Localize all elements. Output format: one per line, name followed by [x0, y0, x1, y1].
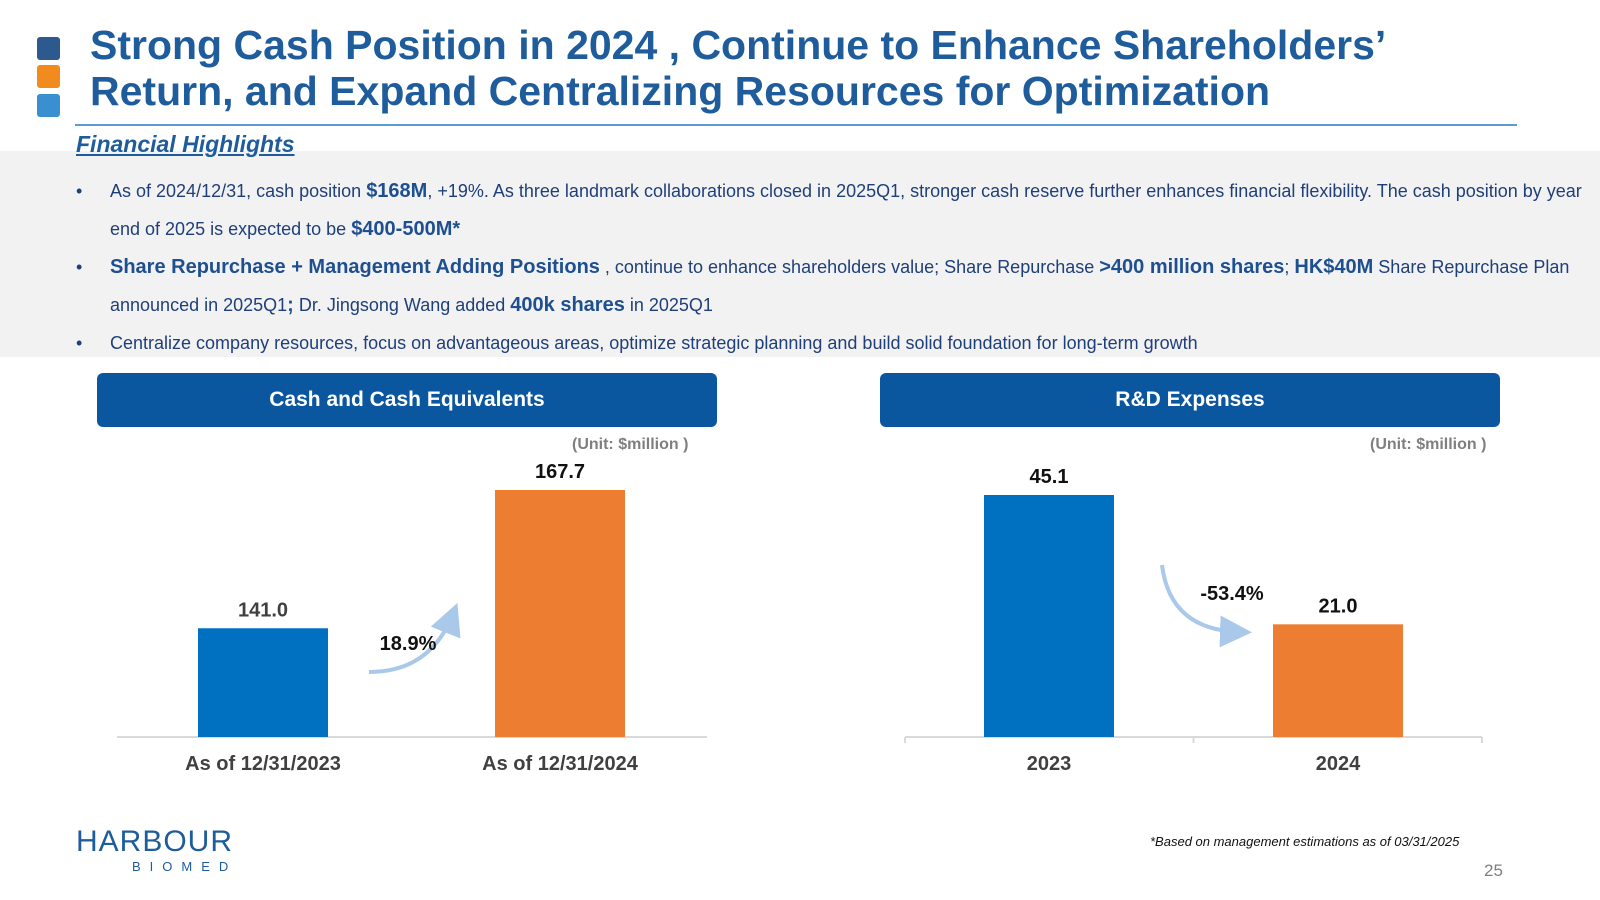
text: Share Repurchase Plan announced in 2025Q…	[110, 257, 1570, 315]
text: Centralize company resources, focus on a…	[110, 333, 1198, 353]
separator: ;	[287, 294, 294, 316]
list-item: • Share Repurchase + Management Adding P…	[76, 248, 1586, 324]
unit-label-cash: (Unit: $million )	[572, 436, 689, 453]
unit-label-rnd: (Unit: $million )	[1370, 436, 1487, 453]
chart-title-rnd: R&D Expenses	[880, 373, 1500, 427]
highlights-heading: Financial Highlights	[76, 131, 295, 157]
category-label: 2024	[1316, 753, 1361, 775]
text: , +19%. As three landmark collaborations…	[110, 181, 1582, 239]
trend-arrow	[1160, 564, 1252, 648]
chart-title-cash: Cash and Cash Equivalents	[97, 373, 717, 427]
title-square-light	[37, 94, 60, 117]
list-item: • Centralize company resources, focus on…	[76, 324, 1586, 362]
bullet-dot: •	[76, 333, 83, 353]
repurchase-amount: HK$40M	[1294, 256, 1374, 278]
footnote: *Based on management estimations as of 0…	[1150, 834, 1460, 849]
data-label: 21.0	[1319, 595, 1358, 617]
cash-position-value: $168M	[366, 180, 428, 202]
change-label: -53.4%	[1200, 583, 1264, 605]
page-number: 25	[1484, 861, 1503, 880]
company-logo: HARBOUR BIOMED	[76, 825, 238, 875]
trend-arrow	[368, 602, 461, 674]
text: As of 2024/12/31, cash position	[110, 181, 367, 201]
highlights-list: • As of 2024/12/31, cash position $168M,…	[76, 172, 1586, 362]
text: in 2025Q1	[624, 295, 713, 315]
title-square-orange	[37, 65, 60, 88]
cash-forecast-value: $400-500M*	[351, 218, 461, 240]
bar	[1273, 624, 1403, 737]
category-label: As of 12/31/2024	[482, 753, 639, 775]
text: Dr. Jingsong Wang added	[293, 295, 511, 315]
shares-added: 400k shares	[510, 294, 625, 316]
page-title-line1: Strong Cash Position in 2024 , Continue …	[90, 22, 1387, 68]
text: , continue to enhance shareholders value…	[599, 257, 1100, 277]
repurchase-heading: Share Repurchase + Management Adding Pos…	[110, 256, 600, 278]
title-divider	[75, 124, 1517, 126]
data-label: 167.7	[535, 461, 585, 483]
page-title: Strong Cash Position in 2024 , Continue …	[90, 22, 1530, 114]
page-title-line2: Return, and Expand Centralizing Resource…	[90, 68, 1271, 114]
category-label: 2023	[1027, 753, 1072, 775]
bullet-dot: •	[76, 257, 83, 277]
bar	[198, 628, 328, 737]
logo-sub-text: BIOMED	[132, 859, 238, 874]
bar	[984, 495, 1114, 737]
list-item: • As of 2024/12/31, cash position $168M,…	[76, 172, 1586, 248]
change-label: 18.9%	[380, 633, 437, 655]
highlights-panel	[0, 151, 1600, 357]
repurchase-shares: >400 million shares	[1099, 256, 1285, 278]
category-label: As of 12/31/2023	[185, 753, 341, 775]
text: ;	[1284, 257, 1295, 277]
bullet-dot: •	[76, 181, 83, 201]
bar	[495, 490, 625, 737]
data-label: 141.0	[238, 599, 288, 621]
data-label: 45.1	[1030, 466, 1069, 488]
logo-main-text: HARBOUR	[76, 825, 234, 858]
title-square-dark	[37, 37, 60, 60]
